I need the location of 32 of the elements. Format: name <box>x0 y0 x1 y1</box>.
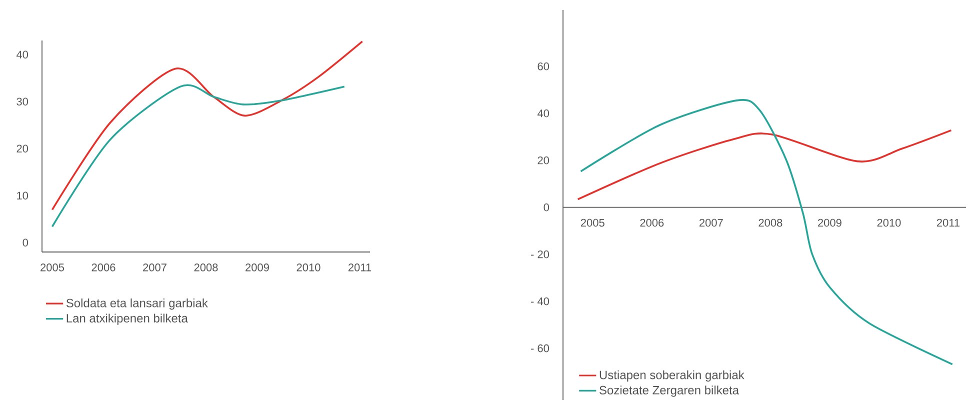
y-tick-label: 20 <box>16 144 28 152</box>
y-tick-label: 40 <box>537 109 550 118</box>
x-tick-label: 2011 <box>936 218 960 227</box>
y-tick-label: 40 <box>16 50 28 58</box>
y-tick-label: 0 <box>22 238 28 246</box>
y-tick-label: 0 <box>544 203 550 212</box>
y-tick-label: 10 <box>17 192 28 200</box>
y-tick-label: - 20 <box>531 250 550 258</box>
x-tick-label: 2010 <box>877 218 901 227</box>
x-tick-label: 2011 <box>348 264 372 272</box>
y-tick-label: 30 <box>16 98 28 106</box>
x-tick-label: 2007 <box>143 264 166 272</box>
x-tick-label: 2006 <box>92 264 116 272</box>
x-tick-label: 2007 <box>699 218 723 227</box>
x-tick-label: 2008 <box>758 218 782 227</box>
legend-label: Lan atxikipenen bilketa <box>66 314 188 325</box>
legend-label: Ustiapen soberakin garbiak <box>600 370 744 382</box>
x-tick-label: 2005 <box>40 264 64 272</box>
x-tick-label: 2009 <box>818 218 842 227</box>
legend-label: Soldata eta lansari garbiak <box>66 298 208 310</box>
line-series <box>51 40 364 211</box>
x-tick-label: 2008 <box>194 264 218 272</box>
x-tick-label: 2010 <box>296 264 320 272</box>
line-series <box>576 129 952 200</box>
x-tick-label: 2009 <box>246 264 269 272</box>
legend-label: Sozietate Zergaren bilketa <box>600 386 740 397</box>
y-tick-label: - 60 <box>531 344 550 352</box>
x-tick-label: 2006 <box>640 218 664 227</box>
x-tick-label: 2005 <box>580 218 604 227</box>
y-tick-label: 60 <box>538 62 550 70</box>
y-tick-label: - 40 <box>531 297 550 306</box>
y-tick-label: 20 <box>538 156 550 164</box>
